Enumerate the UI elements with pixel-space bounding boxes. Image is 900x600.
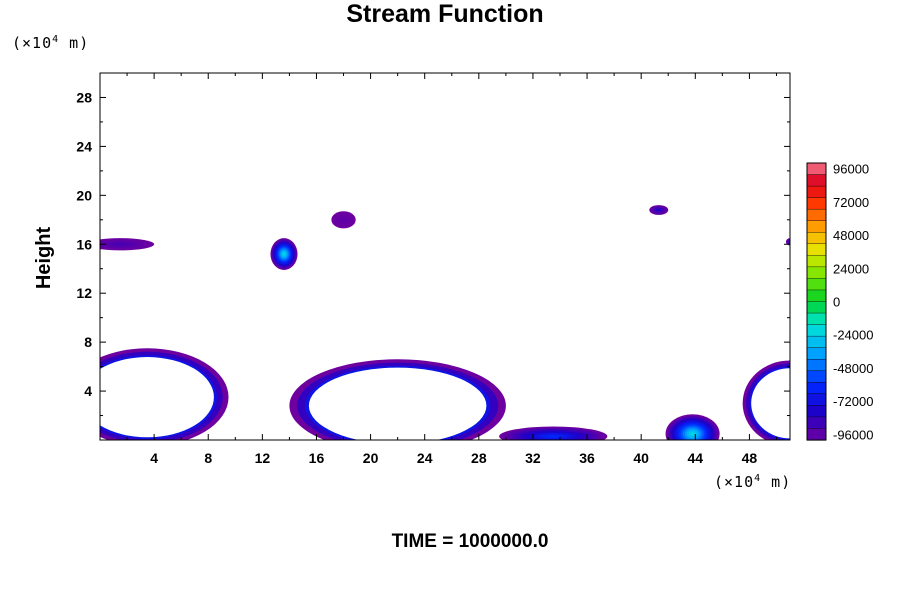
colorbar-swatch	[806, 197, 827, 210]
y-tick-label: 4	[84, 383, 92, 399]
y-axis: 4 8 12 16 20 24 28	[76, 89, 790, 417]
colorbar-label: -48000	[833, 361, 873, 376]
y-tick-label: 20	[76, 187, 92, 203]
colorbar-label: 24000	[833, 261, 869, 276]
colorbar-swatch	[806, 428, 827, 441]
colorbar-swatch	[806, 382, 827, 395]
contour-band	[117, 243, 123, 245]
contour-band	[690, 432, 695, 436]
cell-interior	[308, 367, 487, 440]
plot-frame	[99, 72, 791, 441]
y-axis-unit: (×104 m)	[12, 34, 90, 52]
colorbar-label: -96000	[833, 427, 873, 442]
colorbar-swatch	[806, 301, 827, 314]
x-tick-label: 44	[688, 450, 704, 466]
colorbar-swatch	[806, 243, 827, 256]
chart-title: Stream Function	[346, 0, 544, 28]
colorbar-swatch	[806, 335, 827, 349]
colorbar-label: 48000	[833, 228, 869, 243]
colorbar-swatch	[806, 208, 827, 222]
x-tick-label: 24	[417, 450, 433, 466]
x-axis: 4 8 12 16 20 24 28 32 36 40 44 48	[126, 73, 777, 466]
colorbar-label: 72000	[833, 195, 869, 210]
x-tick-label: 48	[742, 450, 758, 466]
colorbar-swatch	[806, 393, 827, 406]
colorbar-swatch	[806, 359, 827, 372]
x-tick-label: 20	[363, 450, 379, 466]
colorbar-swatch	[806, 289, 827, 303]
colorbar-swatch	[806, 232, 827, 245]
contour-band	[283, 252, 285, 256]
contour-band	[658, 209, 660, 211]
x-tick-label: 8	[204, 450, 212, 466]
colorbar-swatch	[806, 312, 827, 326]
colorbar-label: 0	[833, 295, 840, 310]
colorbar-swatch	[806, 174, 827, 187]
contour-band	[342, 219, 345, 221]
colorbar-swatch	[806, 278, 827, 291]
colorbar-swatch	[806, 347, 827, 360]
y-tick-label: 8	[84, 334, 92, 350]
y-tick-label: 16	[76, 236, 92, 252]
x-tick-label: 4	[150, 450, 158, 466]
time-label: TIME = 1000000.0	[391, 531, 549, 552]
colorbar: 96000 72000 48000 24000 0 -24000 -48000 -72000 -…	[806, 162, 873, 442]
colorbar-swatch	[806, 370, 827, 383]
y-tick-label: 12	[76, 285, 92, 301]
x-tick-label: 40	[633, 450, 649, 466]
colorbar-label: -72000	[833, 394, 873, 409]
colorbar-label: 96000	[833, 162, 869, 177]
colorbar-frame	[806, 162, 827, 441]
colorbar-swatch	[806, 416, 827, 430]
y-axis-label: Height	[33, 227, 55, 290]
cell-interior	[751, 368, 790, 439]
y-tick-label: 28	[76, 89, 92, 105]
y-tick-label: 24	[76, 138, 92, 154]
colorbar-swatch	[806, 324, 827, 337]
x-tick-label: 36	[579, 450, 595, 466]
x-tick-label: 12	[255, 450, 271, 466]
x-tick-label: 16	[309, 450, 325, 466]
colorbar-swatch	[806, 220, 827, 233]
colorbar-swatch	[806, 405, 827, 418]
contour-field	[100, 205, 790, 440]
colorbar-swatch	[806, 266, 827, 280]
colorbar-swatch	[806, 162, 827, 176]
x-axis-unit: (×104 m)	[714, 473, 792, 491]
colorbar-swatch	[806, 185, 827, 199]
contour-band	[549, 435, 558, 438]
colorbar-label: -24000	[833, 328, 873, 343]
x-tick-label: 32	[525, 450, 541, 466]
colorbar-swatch	[806, 255, 827, 268]
x-tick-label: 28	[471, 450, 487, 466]
cell-interior	[100, 357, 214, 438]
